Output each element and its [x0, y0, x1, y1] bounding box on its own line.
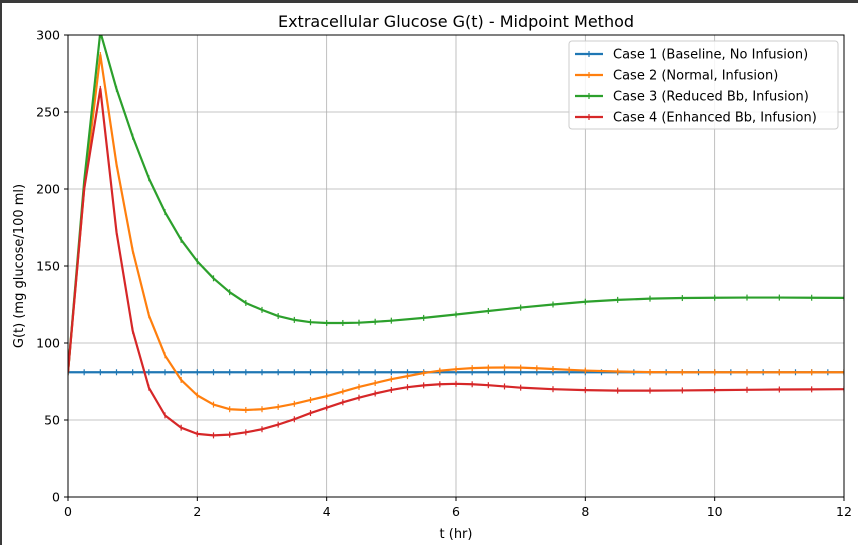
series-4 — [68, 85, 844, 439]
legend-label: Case 1 (Baseline, No Infusion) — [613, 48, 808, 63]
y-tick-label: 50 — [44, 413, 60, 428]
x-tick-label: 2 — [193, 504, 201, 519]
x-tick-label: 0 — [64, 504, 72, 519]
y-tick-label: 0 — [52, 490, 60, 505]
legend-label: Case 4 (Enhanced Bb, Infusion) — [613, 111, 817, 126]
series-3 — [68, 35, 844, 376]
y-tick-label: 300 — [36, 28, 60, 43]
x-tick-label: 6 — [452, 504, 460, 519]
legend-item: Case 4 (Enhanced Bb, Infusion) — [575, 111, 817, 126]
x-axis-label: t (hr) — [440, 527, 473, 542]
y-axis-label: G(t) (mg glucose/100 ml) — [12, 184, 27, 348]
x-tick-label: 8 — [581, 504, 589, 519]
x-tick-label: 12 — [836, 504, 852, 519]
legend-item: Case 3 (Reduced Bb, Infusion) — [575, 90, 809, 105]
legend-item: Case 1 (Baseline, No Infusion) — [575, 48, 808, 63]
y-tick-label: 250 — [36, 105, 60, 120]
series-2 — [68, 52, 844, 413]
legend: Case 1 (Baseline, No Infusion) Case 2 (No… — [568, 40, 839, 130]
y-tick-label: 200 — [36, 182, 60, 197]
axis-ticks: 0 2 4 6 8 10 12 0 50 100 150 200 250 300 — [36, 28, 852, 520]
legend-label: Case 3 (Reduced Bb, Infusion) — [613, 90, 809, 105]
series-lines — [68, 35, 844, 439]
legend-label: Case 2 (Normal, Infusion) — [613, 69, 778, 84]
x-tick-label: 10 — [707, 504, 723, 519]
y-tick-label: 100 — [36, 336, 60, 351]
y-tick-label: 150 — [36, 259, 60, 274]
legend-item: Case 2 (Normal, Infusion) — [575, 69, 778, 84]
chart-title: Extracellular Glucose G(t) - Midpoint Me… — [278, 12, 634, 31]
x-tick-label: 4 — [323, 504, 331, 519]
legend-box — [568, 40, 839, 130]
